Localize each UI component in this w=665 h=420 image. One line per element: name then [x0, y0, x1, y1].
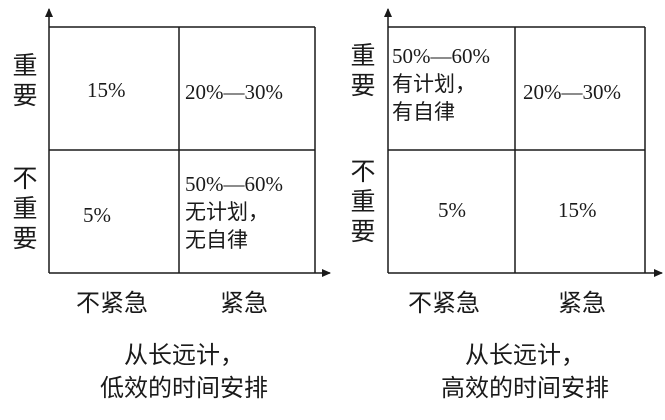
right-cell-bottom-right: 15%: [558, 198, 597, 222]
left-cell-bottom-left: 5%: [83, 203, 111, 227]
left-x-label-not-urgent: 不紧急: [76, 291, 148, 317]
left-cell-bottom-right-line1: 50%—60%: [185, 172, 283, 196]
left-cell-top-right: 20%—30%: [185, 80, 283, 104]
left-x-label-urgent: 紧急: [220, 291, 268, 317]
right-cell-top-right: 20%—30%: [523, 80, 621, 104]
right-caption-line1: 从长远计，: [465, 343, 585, 369]
left-y-label-important: 重要: [12, 53, 38, 110]
left-y-label-not-important: 不重要: [12, 166, 38, 253]
right-cell-top-left-line2: 有计划，: [392, 72, 476, 96]
left-cell-bottom-right-line2: 无计划，: [185, 200, 269, 224]
right-cell-bottom-left: 5%: [438, 198, 466, 222]
left-cell-bottom-right-line3: 无自律: [185, 228, 248, 252]
right-cell-top-left-line3: 有自律: [392, 100, 455, 124]
right-x-label-urgent: 紧急: [558, 291, 606, 317]
right-x-label-not-urgent: 不紧急: [408, 291, 480, 317]
left-caption-line1: 从长远计，: [124, 343, 244, 369]
right-y-label-not-important: 不重要: [350, 159, 376, 246]
right-caption-line2: 高效的时间安排: [441, 376, 609, 402]
right-cell-top-left-line1: 50%—60%: [392, 44, 490, 68]
left-cell-top-left: 15%: [87, 78, 126, 102]
right-y-label-important: 重要: [350, 43, 376, 100]
left-caption-line2: 低效的时间安排: [100, 376, 268, 402]
